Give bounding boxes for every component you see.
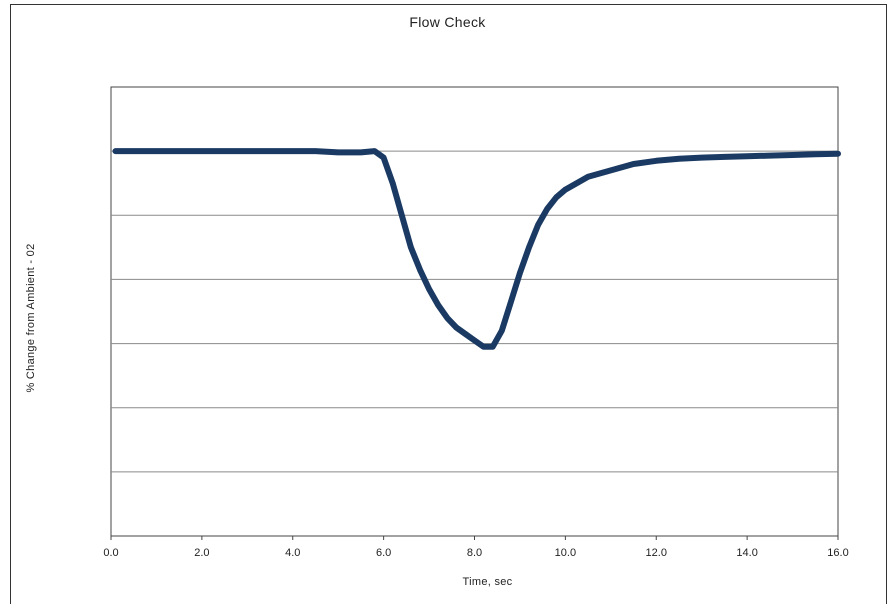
x-tick-label: 2.0 [194, 547, 209, 559]
x-tick-label: 8.0 [467, 547, 482, 559]
chart-frame [10, 4, 887, 604]
x-axis-label: Time, sec [462, 576, 513, 588]
x-tick-label: 4.0 [285, 547, 300, 559]
series-line [112, 148, 841, 350]
x-tick-label: 12.0 [646, 547, 667, 559]
x-tick-label: 6.0 [376, 547, 391, 559]
x-tick-label: 16.0 [827, 547, 848, 559]
chart-title: Flow Check [409, 14, 486, 30]
x-tick-label: 14.0 [736, 547, 757, 559]
x-tick-label: 10.0 [555, 547, 576, 559]
x-tick-label: 0.0 [103, 547, 118, 559]
